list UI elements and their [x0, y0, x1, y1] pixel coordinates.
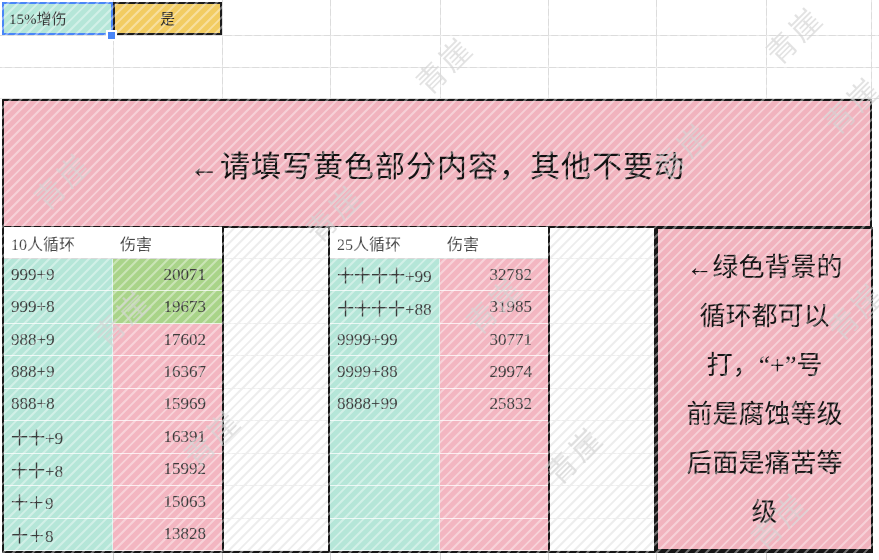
gridline — [113, 0, 114, 99]
side-note-line: 循环都可以 — [699, 302, 830, 331]
gridline — [113, 552, 114, 560]
buff-value-input-cell[interactable]: 是 — [113, 2, 222, 35]
empty-cell[interactable] — [224, 291, 328, 324]
empty-cell[interactable] — [224, 486, 328, 519]
empty-cell[interactable] — [550, 259, 654, 292]
gridline — [0, 67, 879, 68]
cycle-cell[interactable]: 十十+9 — [4, 421, 113, 454]
cycle-cell[interactable]: 十十+8 — [4, 453, 113, 487]
cycle-cell[interactable] — [330, 453, 440, 487]
empty-cell[interactable] — [550, 389, 654, 422]
damage-cell[interactable]: 20071 — [113, 259, 222, 292]
selection-fill-handle[interactable] — [106, 30, 117, 41]
empty-cell[interactable] — [550, 421, 654, 454]
side-note-line: 后面是痛苦等 — [686, 449, 843, 478]
cycle-cell[interactable]: 999+9 — [4, 259, 113, 292]
cycle-cell[interactable]: 8888+99 — [330, 388, 440, 422]
right-table-header-damage[interactable]: 伤害 — [440, 227, 548, 259]
damage-cell[interactable]: 16367 — [113, 356, 222, 389]
damage-cell[interactable]: 16391 — [113, 421, 222, 454]
cycle-cell[interactable]: 十＋9 — [4, 486, 113, 519]
cycle-cell[interactable]: 9999+99 — [330, 323, 440, 357]
left-table-header-damage[interactable]: 伤害 — [113, 227, 222, 259]
damage-cell[interactable]: 32782 — [440, 259, 548, 292]
damage-cell[interactable]: 31985 — [440, 291, 548, 324]
left-table-cycle-column: 10人循环 999+9 999+8 988+9 888+9 888+8 十十+9… — [2, 227, 113, 551]
empty-cell[interactable] — [550, 291, 654, 324]
empty-cell[interactable] — [224, 227, 328, 259]
gridline — [440, 0, 441, 99]
cycle-cell[interactable] — [330, 518, 440, 551]
empty-cell[interactable] — [224, 324, 328, 357]
table-border — [2, 551, 873, 553]
cycle-cell[interactable] — [330, 421, 440, 454]
empty-cell[interactable] — [224, 421, 328, 454]
cycle-cell[interactable] — [330, 486, 440, 519]
empty-cell[interactable] — [550, 324, 654, 357]
gridline — [656, 552, 657, 560]
gridline — [548, 0, 549, 99]
cycle-cell[interactable]: 988+9 — [4, 323, 113, 357]
empty-column — [222, 227, 330, 551]
cycle-cell[interactable]: 十十十十+88 — [330, 291, 440, 324]
empty-cell[interactable] — [224, 519, 328, 551]
gridline — [871, 0, 872, 99]
instruction-banner: ←请填写黄色部分内容，其他不要动 — [2, 99, 872, 228]
cycle-cell[interactable]: 9999+88 — [330, 356, 440, 389]
cycle-cell[interactable]: 十十十十+99 — [330, 259, 440, 292]
side-note-panel: ←绿色背景的 循环都可以 打，“+”号 前是腐蚀等级 后面是痛苦等 级 — [656, 227, 873, 551]
gridline — [330, 0, 331, 99]
cycle-cell[interactable]: 888+9 — [4, 356, 113, 389]
cycle-cell[interactable]: 888+8 — [4, 388, 113, 422]
cycle-cell[interactable]: 十＋8 — [4, 518, 113, 551]
damage-cell[interactable]: 19673 — [113, 291, 222, 324]
damage-cell[interactable]: 17602 — [113, 323, 222, 357]
gridline — [0, 35, 879, 36]
gridline — [440, 552, 441, 560]
damage-cell[interactable] — [440, 421, 548, 454]
instruction-banner-text: ←请填写黄色部分内容，其他不要动 — [189, 150, 685, 184]
damage-cell[interactable]: 30771 — [440, 323, 548, 357]
damage-cell[interactable]: 29974 — [440, 356, 548, 389]
buff-label-cell-selected[interactable]: 15%增伤 — [2, 2, 113, 35]
watermark-text: 青崖 — [410, 31, 481, 102]
gridline — [766, 552, 767, 560]
empty-column — [548, 227, 656, 551]
damage-cell[interactable] — [440, 518, 548, 551]
damage-cell[interactable]: 15063 — [113, 486, 222, 519]
side-note-line: 打，“+”号 — [706, 351, 823, 380]
side-note-line: 级 — [751, 498, 778, 527]
damage-cell[interactable]: 13828 — [113, 518, 222, 551]
damage-cell[interactable]: 25832 — [440, 388, 548, 422]
cycle-cell[interactable]: 999+8 — [4, 291, 113, 324]
right-table-damage-column: 伤害 32782 31985 30771 29974 25832 — [440, 227, 548, 551]
empty-cell[interactable] — [550, 519, 654, 551]
side-note-line: 前是腐蚀等级 — [686, 400, 843, 429]
damage-cell[interactable]: 15992 — [113, 453, 222, 487]
side-note-line: ←绿色背景的 — [686, 253, 843, 282]
damage-cell[interactable]: 15969 — [113, 388, 222, 422]
gridline — [222, 0, 223, 99]
empty-cell[interactable] — [224, 259, 328, 292]
empty-cell[interactable] — [550, 486, 654, 519]
empty-cell[interactable] — [224, 356, 328, 389]
gridline — [222, 552, 223, 560]
empty-cell[interactable] — [224, 454, 328, 487]
gridline — [766, 0, 767, 99]
gridline — [656, 0, 657, 99]
damage-cell[interactable] — [440, 453, 548, 487]
gridline — [330, 552, 331, 560]
empty-cell[interactable] — [550, 356, 654, 389]
empty-cell[interactable] — [550, 227, 654, 259]
left-table-damage-column: 伤害 20071 19673 17602 16367 15969 16391 1… — [113, 227, 222, 551]
right-table-header-cycle[interactable]: 25人循环 — [330, 227, 440, 259]
damage-cell[interactable] — [440, 486, 548, 519]
left-table-header-cycle[interactable]: 10人循环 — [4, 227, 113, 259]
empty-cell[interactable] — [550, 454, 654, 487]
gridline — [548, 552, 549, 560]
empty-cell[interactable] — [224, 389, 328, 422]
right-table-cycle-column: 25人循环 十十十十+99 十十十十+88 9999+99 9999+88 88… — [330, 227, 440, 551]
gridline — [0, 98, 879, 99]
